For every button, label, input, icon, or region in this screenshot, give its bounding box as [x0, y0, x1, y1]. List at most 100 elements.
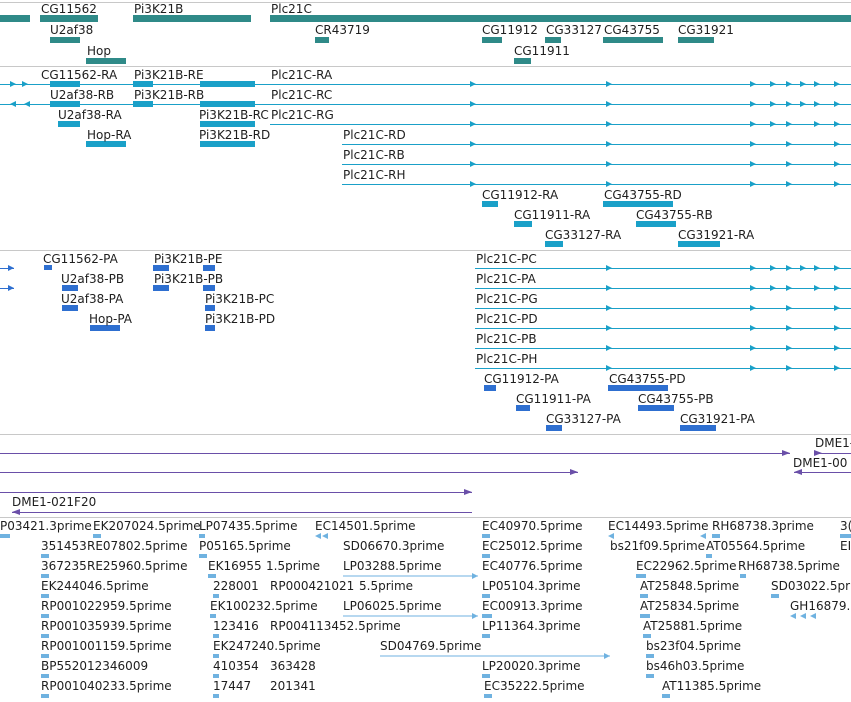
gene-label[interactable]: CG31921	[678, 23, 734, 37]
transcript-exon[interactable]	[603, 201, 673, 207]
est-label[interactable]: RP001035939.5prime	[41, 619, 172, 633]
transcript-label[interactable]: U2af38-RB	[50, 88, 115, 102]
est-label[interactable]: AT25834.5prime	[640, 599, 740, 613]
transcript-exon[interactable]	[545, 241, 563, 247]
clone-label[interactable]: DME1-00	[793, 456, 848, 470]
est-label[interactable]: LP06025.5prime	[343, 599, 442, 613]
est-label[interactable]: RE25960.5prime	[87, 559, 188, 573]
protein-label[interactable]: Plc21C-PC	[476, 252, 537, 266]
est-label[interactable]: EC35222.5prime	[484, 679, 585, 693]
est-label[interactable]: GH16879.	[790, 599, 851, 613]
est-label[interactable]: SD06670.3prime	[343, 539, 445, 553]
transcript-label[interactable]: CG31921-RA	[678, 228, 755, 242]
protein-label[interactable]: Plc21C-PA	[476, 272, 536, 286]
transcript-label[interactable]: Pi3K21B-RC	[199, 108, 269, 122]
transcript-label[interactable]: Plc21C-RB	[343, 148, 405, 162]
transcript-label[interactable]: Pi3K21B-RE	[134, 68, 204, 82]
gene-bar[interactable]	[678, 37, 714, 43]
est-label[interactable]: 1.5prime	[266, 559, 321, 573]
est-label[interactable]: AT25848.5prime	[640, 579, 740, 593]
gene-label[interactable]: Hop	[87, 44, 111, 58]
transcript-exon[interactable]	[50, 101, 80, 107]
est-label[interactable]: EC14493.5prime	[608, 519, 709, 533]
est-label[interactable]: EC40970.5prime	[482, 519, 583, 533]
est-label[interactable]: LP07435.5prime	[199, 519, 298, 533]
est-label[interactable]: EC14501.5prime	[315, 519, 416, 533]
transcript-label[interactable]: CG11912-RA	[482, 188, 559, 202]
transcript-label[interactable]: U2af38-RA	[58, 108, 122, 122]
gene-bar[interactable]	[50, 37, 80, 43]
protein-label[interactable]: CG33127-PA	[546, 412, 621, 426]
est-label[interactable]: RP001022959.5prime	[41, 599, 172, 613]
gene-bar[interactable]	[270, 15, 851, 22]
gene-bar[interactable]	[133, 15, 251, 22]
protein-bar[interactable]	[638, 405, 674, 411]
transcript-exon[interactable]	[482, 201, 498, 207]
est-label[interactable]: 363428	[270, 659, 316, 673]
est-label[interactable]: P03421.3prime	[0, 519, 92, 533]
gene-label[interactable]: CG11911	[514, 44, 570, 58]
est-label[interactable]: EI	[840, 539, 851, 553]
transcript-exon[interactable]	[50, 81, 80, 87]
protein-bar[interactable]	[205, 305, 215, 311]
protein-bar[interactable]	[62, 285, 78, 291]
protein-label[interactable]: CG11911-PA	[516, 392, 591, 406]
est-label[interactable]: AT11385.5prime	[662, 679, 762, 693]
gene-label[interactable]: CG33127	[546, 23, 602, 37]
protein-bar[interactable]	[153, 285, 169, 291]
est-label[interactable]: EK247240.5prime	[213, 639, 321, 653]
transcript-exon[interactable]	[200, 101, 255, 107]
est-label[interactable]: EK244046.5prime	[41, 579, 149, 593]
protein-label[interactable]: Pi3K21B-PB	[154, 272, 224, 286]
est-label[interactable]: RP001040233.5prime	[41, 679, 172, 693]
est-label[interactable]: 410354	[213, 659, 259, 673]
protein-label[interactable]: Pi3K21B-PE	[154, 252, 223, 266]
est-label[interactable]: 17447	[213, 679, 252, 693]
protein-label[interactable]: Plc21C-PH	[476, 352, 538, 366]
est-label[interactable]: 367235	[41, 559, 87, 573]
est-label[interactable]: RP004113452.5prime	[270, 619, 401, 633]
protein-label[interactable]: U2af38-PA	[61, 292, 124, 306]
est-label[interactable]: EK100232.5prime	[210, 599, 318, 613]
gene-label[interactable]: U2af38	[50, 23, 94, 37]
est-label[interactable]: SD04769.5prime	[380, 639, 482, 653]
protein-bar[interactable]	[205, 325, 215, 331]
gene-bar[interactable]	[603, 37, 663, 43]
est-label[interactable]: 123416	[213, 619, 259, 633]
transcript-label[interactable]: Plc21C-RD	[343, 128, 406, 142]
est-label[interactable]: EK207024.5prime	[93, 519, 201, 533]
est-label[interactable]: bs23f04.5prime	[646, 639, 742, 653]
protein-label[interactable]: Plc21C-PB	[476, 332, 537, 346]
est-label[interactable]: P05165.5prime	[199, 539, 291, 553]
est-label[interactable]: EK16955	[208, 559, 262, 573]
est-label[interactable]: AT25881.5prime	[643, 619, 743, 633]
protein-label[interactable]: CG11562-PA	[43, 252, 118, 266]
protein-bar[interactable]	[680, 425, 716, 431]
est-label[interactable]: EC22962.5prime	[636, 559, 737, 573]
protein-bar[interactable]	[608, 385, 668, 391]
est-label[interactable]: LP05104.3prime	[482, 579, 581, 593]
protein-label[interactable]: U2af38-PB	[61, 272, 125, 286]
protein-bar[interactable]	[62, 305, 78, 311]
est-label[interactable]: bs21f09.5prime	[610, 539, 706, 553]
transcript-exon[interactable]	[133, 81, 153, 87]
est-label[interactable]: AT05564.5prime	[706, 539, 806, 553]
protein-label[interactable]: Plc21C-PG	[476, 292, 538, 306]
transcript-label[interactable]: CG11911-RA	[514, 208, 591, 222]
transcript-label[interactable]: Plc21C-RH	[343, 168, 406, 182]
est-label[interactable]: BP552012346009	[41, 659, 149, 673]
protein-label[interactable]: Pi3K21B-PD	[205, 312, 276, 326]
protein-label[interactable]: CG43755-PD	[609, 372, 686, 386]
gene-bar[interactable]	[482, 37, 502, 43]
transcript-label[interactable]: Plc21C-RC	[271, 88, 333, 102]
gene-bar[interactable]	[86, 58, 126, 64]
est-label[interactable]: RE07802.5prime	[87, 539, 188, 553]
est-label[interactable]: 3(	[840, 519, 851, 533]
est-label[interactable]: SD03022.5pr	[771, 579, 851, 593]
transcript-exon[interactable]	[200, 121, 255, 127]
est-label[interactable]: RH68738.3prime	[712, 519, 814, 533]
transcript-label[interactable]: Plc21C-RG	[271, 108, 334, 122]
protein-bar[interactable]	[153, 265, 169, 271]
protein-bar[interactable]	[90, 325, 120, 331]
protein-bar[interactable]	[516, 405, 530, 411]
